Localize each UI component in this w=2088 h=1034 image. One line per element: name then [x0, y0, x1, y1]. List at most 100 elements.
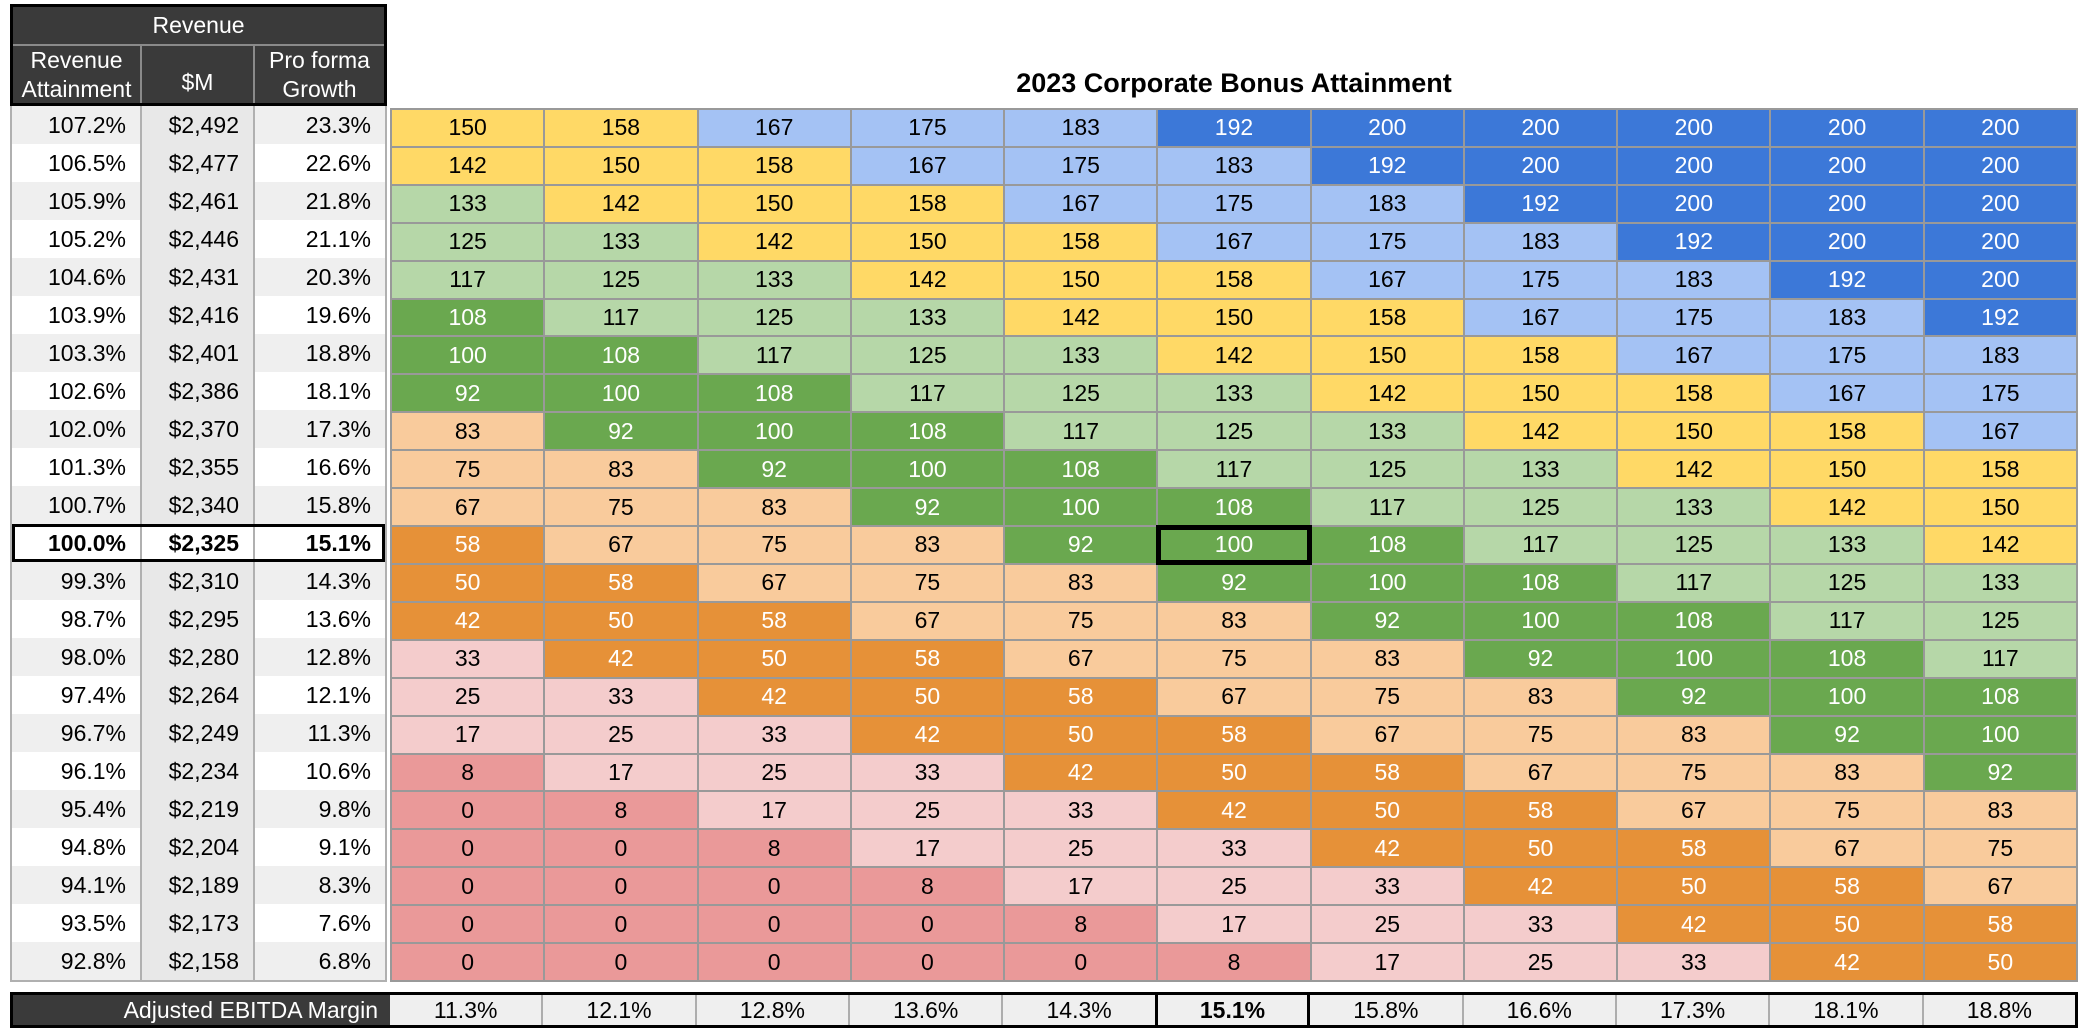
bonus-cell[interactable]: 8 [1005, 906, 1157, 943]
bonus-cell[interactable]: 167 [1311, 261, 1463, 298]
bonus-cell[interactable]: 175 [1464, 261, 1617, 298]
bonus-cell[interactable]: 100 [545, 375, 697, 412]
revenue-attainment-cell[interactable]: 100.0% [12, 524, 140, 562]
bonus-cell[interactable]: 0 [1005, 944, 1157, 980]
bonus-cell[interactable]: 158 [851, 185, 1004, 222]
growth-cell[interactable]: 12.1% [255, 676, 385, 714]
bonus-cell[interactable]: 100 [1464, 602, 1617, 639]
bonus-cell[interactable]: 117 [392, 261, 544, 298]
bonus-cell[interactable]: 92 [1311, 602, 1463, 639]
bonus-cell[interactable]: 42 [1158, 792, 1310, 829]
bonus-cell[interactable]: 158 [1924, 451, 2076, 488]
growth-cell[interactable]: 13.6% [255, 600, 385, 638]
bonus-cell[interactable]: 92 [1924, 754, 2076, 791]
column-header-pro-forma-growth[interactable]: Pro forma Growth [255, 46, 384, 103]
bonus-cell[interactable]: 0 [545, 830, 697, 867]
bonus-cell[interactable]: 200 [1771, 110, 1923, 146]
revenue-attainment-cell[interactable]: 105.2% [12, 220, 140, 258]
bonus-cell[interactable]: 0 [851, 906, 1004, 943]
ebitda-margin-cell[interactable]: 12.8% [696, 995, 849, 1025]
bonus-cell[interactable]: 75 [1924, 830, 2076, 867]
bonus-cell[interactable]: 50 [1311, 792, 1463, 829]
bonus-cell[interactable]: 158 [1158, 261, 1310, 298]
growth-cell[interactable]: 6.8% [255, 942, 385, 980]
bonus-cell[interactable]: 175 [1158, 185, 1310, 222]
bonus-cell[interactable]: 200 [1771, 185, 1923, 222]
bonus-cell[interactable]: 133 [392, 185, 544, 222]
bonus-cell[interactable]: 142 [851, 261, 1004, 298]
bonus-cell[interactable]: 125 [1311, 451, 1463, 488]
bonus-cell[interactable]: 133 [1464, 451, 1617, 488]
bonus-cell[interactable]: 0 [545, 906, 697, 943]
bonus-cell[interactable]: 183 [1464, 223, 1617, 260]
bonus-cell[interactable]: 150 [1311, 337, 1463, 374]
bonus-cell[interactable]: 67 [698, 564, 850, 601]
bonus-cell[interactable]: 108 [1005, 451, 1157, 488]
bonus-cell[interactable]: 92 [1618, 678, 1770, 715]
growth-cell[interactable]: 19.6% [255, 296, 385, 334]
bonus-cell[interactable]: 25 [545, 716, 697, 753]
bonus-cell[interactable]: 0 [392, 792, 544, 829]
bonus-cell[interactable]: 75 [698, 527, 850, 563]
bonus-cell[interactable]: 0 [545, 944, 697, 980]
bonus-cell[interactable]: 117 [1771, 602, 1923, 639]
bonus-cell[interactable]: 108 [1618, 602, 1770, 639]
bonus-cell[interactable]: 67 [392, 489, 544, 526]
revenue-m-cell[interactable]: $2,173 [142, 904, 253, 942]
revenue-m-cell[interactable]: $2,431 [142, 258, 253, 296]
revenue-attainment-cell[interactable]: 102.6% [12, 372, 140, 410]
bonus-cell[interactable]: 58 [851, 640, 1004, 677]
bonus-cell[interactable]: 58 [698, 602, 850, 639]
ebitda-margin-cell[interactable]: 13.6% [850, 995, 1002, 1025]
bonus-cell[interactable]: 25 [1464, 944, 1617, 980]
bonus-cell[interactable]: 8 [392, 754, 544, 791]
revenue-attainment-cell[interactable]: 93.5% [12, 904, 140, 942]
revenue-attainment-cell[interactable]: 100.7% [12, 486, 140, 524]
bonus-cell[interactable]: 92 [851, 489, 1004, 526]
bonus-cell[interactable]: 117 [1005, 413, 1157, 450]
ebitda-margin-cell[interactable]: 14.3% [1003, 995, 1155, 1025]
revenue-m-cell[interactable]: $2,386 [142, 372, 253, 410]
bonus-cell[interactable]: 8 [545, 792, 697, 829]
bonus-cell[interactable]: 92 [1158, 564, 1310, 601]
bonus-cell[interactable]: 108 [1464, 564, 1617, 601]
revenue-m-cell[interactable]: $2,355 [142, 448, 253, 486]
bonus-cell[interactable]: 58 [1618, 830, 1770, 867]
revenue-m-cell[interactable]: $2,234 [142, 752, 253, 790]
bonus-cell[interactable]: 200 [1618, 147, 1770, 184]
bonus-cell[interactable]: 0 [545, 868, 697, 905]
bonus-cell[interactable]: 183 [1005, 110, 1157, 146]
bonus-cell[interactable]: 83 [1771, 754, 1923, 791]
bonus-cell[interactable]: 100 [1005, 489, 1157, 526]
revenue-m-cell[interactable]: $2,295 [142, 600, 253, 638]
bonus-cell[interactable]: 50 [1771, 906, 1923, 943]
bonus-cell[interactable]: 67 [1311, 716, 1463, 753]
growth-cell[interactable]: 12.8% [255, 638, 385, 676]
bonus-cell[interactable]: 175 [1618, 299, 1770, 336]
bonus-cell[interactable]: 33 [1005, 792, 1157, 829]
revenue-attainment-cell[interactable]: 107.2% [12, 106, 140, 144]
bonus-cell[interactable]: 167 [1771, 375, 1923, 412]
bonus-cell[interactable]: 42 [1771, 944, 1923, 980]
bonus-cell[interactable]: 42 [545, 640, 697, 677]
bonus-cell[interactable]: 83 [1005, 564, 1157, 601]
bonus-cell[interactable]: 175 [851, 110, 1004, 146]
growth-cell[interactable]: 14.3% [255, 562, 385, 600]
bonus-cell[interactable]: 17 [545, 754, 697, 791]
bonus-cell[interactable]: 125 [851, 337, 1004, 374]
bonus-cell[interactable]: 192 [1311, 147, 1463, 184]
bonus-cell[interactable]: 8 [851, 868, 1004, 905]
growth-cell[interactable]: 15.8% [255, 486, 385, 524]
revenue-m-cell[interactable]: $2,492 [142, 106, 253, 144]
revenue-attainment-cell[interactable]: 92.8% [12, 942, 140, 980]
revenue-attainment-cell[interactable]: 101.3% [12, 448, 140, 486]
bonus-cell[interactable]: 75 [392, 451, 544, 488]
growth-cell[interactable]: 10.6% [255, 752, 385, 790]
bonus-cell[interactable]: 33 [698, 716, 850, 753]
bonus-cell[interactable]: 58 [1924, 906, 2076, 943]
bonus-cell[interactable]: 142 [1005, 299, 1157, 336]
bonus-cell[interactable]: 83 [698, 489, 850, 526]
bonus-cell[interactable]: 17 [1311, 944, 1463, 980]
bonus-cell[interactable]: 183 [1158, 147, 1310, 184]
bonus-cell[interactable]: 0 [698, 944, 850, 980]
